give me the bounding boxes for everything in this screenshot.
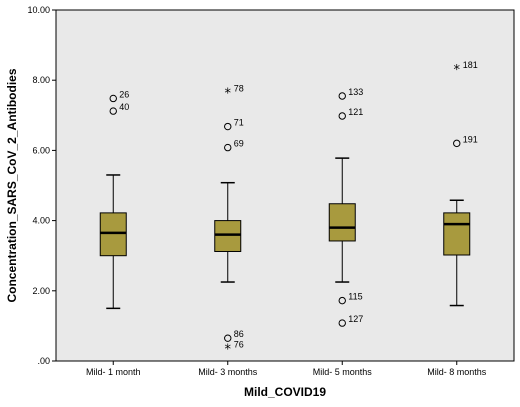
outlier-point [338, 319, 346, 327]
y-tick-label: 6.00 [32, 145, 50, 155]
x-axis-title: Mild_COVID19 [244, 385, 326, 399]
outlier-point [338, 92, 346, 100]
outlier-label: 40 [119, 102, 129, 112]
outlier-label: 133 [348, 87, 363, 97]
y-tick-label: .00 [37, 356, 50, 366]
x-tick-label: Mild- 1 month [86, 367, 141, 377]
outlier-label: 26 [119, 89, 129, 99]
outlier-label: 78 [234, 83, 244, 93]
y-tick-label: 10.00 [27, 5, 50, 15]
outlier-label: 127 [348, 314, 363, 324]
outlier-point [224, 143, 232, 152]
plot-area [55, 9, 515, 362]
box [328, 203, 356, 242]
outlier-label: 86 [234, 329, 244, 339]
box [99, 212, 127, 257]
box-group: 133 121 115 127 [328, 87, 363, 327]
box-group: * 181 191 [443, 60, 478, 307]
outlier-label: 71 [234, 118, 244, 128]
box [443, 212, 471, 256]
outlier-point [224, 122, 232, 131]
x-tick-label: Mild- 3 months [198, 367, 258, 377]
outlier-point [224, 334, 232, 342]
outlier-label: 191 [463, 134, 478, 144]
outlier-point [109, 107, 117, 115]
outlier-point [453, 139, 461, 148]
y-tick-label: 8.00 [32, 75, 50, 85]
outlier-point [109, 94, 117, 103]
y-axis-title: Concentration_SARS_CoV_2_Antibodies [5, 68, 19, 302]
outlier-star: * [225, 343, 232, 358]
y-axis: .00 2.00 4.00 6.00 8.00 10.00 [27, 5, 56, 366]
outlier-star: * [225, 86, 232, 101]
y-tick-label: 2.00 [32, 286, 50, 296]
x-axis: Mild- 1 month Mild- 3 months Mild- 5 month… [86, 361, 487, 377]
outlier-label: 76 [234, 340, 244, 350]
outlier-label: 115 [348, 292, 362, 302]
x-tick-label: Mild- 5 months [313, 367, 373, 377]
outlier-point [338, 296, 346, 305]
outlier-point [338, 112, 346, 120]
x-tick-label: Mild- 8 months [427, 367, 487, 377]
outlier-label: 69 [234, 139, 244, 149]
outlier-star: * [454, 63, 461, 78]
box [214, 220, 242, 252]
outlier-label: 121 [348, 107, 363, 117]
y-tick-label: 4.00 [32, 216, 50, 226]
outlier-label: 181 [463, 60, 478, 70]
